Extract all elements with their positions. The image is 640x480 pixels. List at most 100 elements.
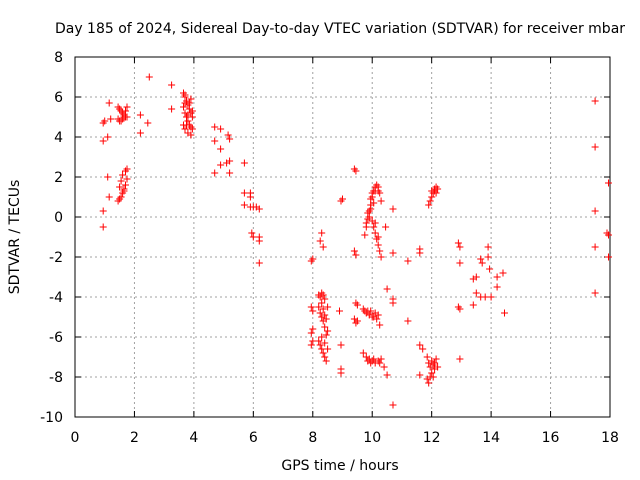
data-point <box>184 117 192 125</box>
data-point <box>307 341 315 349</box>
data-point <box>432 355 440 363</box>
data-point <box>309 307 317 315</box>
data-point <box>105 99 113 107</box>
data-point <box>181 91 189 99</box>
data-point <box>389 299 397 307</box>
data-point <box>187 131 195 139</box>
data-point <box>371 229 379 237</box>
data-point <box>321 353 329 361</box>
data-point <box>591 97 599 105</box>
data-point <box>370 223 378 231</box>
y-axis-label: SDTVAR / TECUs <box>7 180 23 295</box>
y-tick-label: -6 <box>49 330 63 346</box>
data-point <box>493 273 501 281</box>
data-point <box>389 249 397 257</box>
data-point <box>367 195 375 203</box>
data-point <box>309 255 317 263</box>
data-point <box>456 355 464 363</box>
data-point <box>431 359 439 367</box>
data-point <box>605 231 612 239</box>
data-point <box>432 189 440 197</box>
data-point <box>377 253 385 261</box>
data-point <box>226 169 234 177</box>
data-point <box>107 115 115 123</box>
data-point <box>416 245 424 253</box>
data-point <box>336 307 343 315</box>
data-point <box>456 305 464 313</box>
x-tick-label: 4 <box>189 430 198 446</box>
data-point <box>389 205 397 213</box>
data-point <box>144 119 152 127</box>
data-point <box>319 243 327 251</box>
data-point <box>591 143 599 151</box>
data-point <box>136 129 144 137</box>
data-point <box>309 325 317 333</box>
data-point <box>122 107 129 115</box>
data-point <box>337 369 345 377</box>
grid <box>75 57 610 417</box>
data-point <box>426 373 434 381</box>
data-point <box>404 317 412 325</box>
data-point <box>404 257 412 265</box>
x-tick-label: 2 <box>130 430 139 446</box>
data-point <box>226 135 234 143</box>
data-point <box>454 239 462 247</box>
data-point <box>319 305 327 313</box>
data-point <box>359 349 367 357</box>
data-point <box>188 113 196 121</box>
data-point <box>365 213 373 221</box>
data-point <box>117 177 125 185</box>
data-point <box>377 355 385 363</box>
data-point <box>315 337 323 345</box>
data-point <box>123 165 131 173</box>
data-point <box>493 283 501 291</box>
data-point <box>374 241 382 249</box>
data-point <box>352 319 360 327</box>
chart-title: Day 185 of 2024, Sidereal Day-to-day VTE… <box>55 21 625 37</box>
data-point <box>104 173 112 181</box>
data-point <box>315 303 323 311</box>
y-tick-label: 8 <box>54 50 63 66</box>
data-point <box>367 359 375 367</box>
y-tick-label: 6 <box>54 90 63 106</box>
x-tick-label: 0 <box>71 430 80 446</box>
data-point <box>380 363 388 371</box>
x-axis-label: GPS time / hours <box>281 458 398 474</box>
data-point <box>425 379 433 387</box>
x-tick-label: 8 <box>308 430 317 446</box>
y-tick-labels: -10 -8 -6 -4 -2 0 2 4 6 8 <box>40 50 63 426</box>
data-point <box>119 171 127 179</box>
axis-ticks <box>74 56 611 418</box>
y-tick-label: -2 <box>49 250 63 266</box>
data-point <box>181 125 189 133</box>
data-point <box>477 293 485 301</box>
data-point <box>318 333 326 341</box>
data-point <box>217 161 225 169</box>
data-point <box>318 299 326 307</box>
data-point <box>117 193 125 201</box>
data-point <box>217 125 225 133</box>
data-point <box>123 175 131 183</box>
plot-frame <box>74 56 611 418</box>
data-point <box>591 289 599 297</box>
data-point <box>211 169 219 177</box>
data-point <box>367 307 375 315</box>
data-point <box>101 117 109 125</box>
data-point <box>383 371 391 379</box>
x-tick-label: 18 <box>601 430 619 446</box>
data-point <box>116 183 124 191</box>
data-point <box>434 363 442 371</box>
data-point <box>370 199 378 207</box>
data-point <box>423 353 431 361</box>
data-point <box>416 371 424 379</box>
data-point <box>316 237 324 245</box>
data-point <box>353 301 361 309</box>
data-point <box>484 253 492 261</box>
data-point <box>591 243 599 251</box>
data-point <box>318 345 326 353</box>
data-point <box>477 255 485 263</box>
data-point <box>376 321 384 329</box>
data-point <box>184 111 192 119</box>
x-tick-labels: 0 2 4 6 8 10 12 14 16 18 <box>71 430 619 446</box>
